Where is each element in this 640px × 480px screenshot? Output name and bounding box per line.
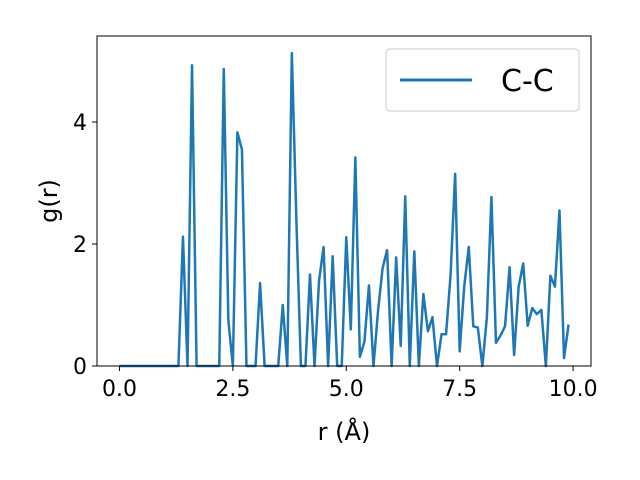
y-tick-label: 4 — [73, 111, 87, 136]
x-tick-label: 5.0 — [329, 377, 364, 402]
legend-box — [385, 48, 580, 112]
x-axis-label: r (Å) — [318, 417, 371, 446]
y-tick-label: 2 — [73, 233, 87, 258]
y-tick-label: 0 — [73, 355, 87, 380]
data-line — [119, 51, 570, 368]
plot-frame — [96, 35, 592, 367]
y-axis-label: g(r) — [35, 179, 63, 223]
x-tick-label: 0.0 — [102, 377, 137, 402]
legend-label: C-C — [501, 64, 554, 99]
x-tick-label: 10.0 — [549, 377, 598, 402]
x-tick-label: 7.5 — [442, 377, 477, 402]
x-tick-label: 2.5 — [215, 377, 250, 402]
